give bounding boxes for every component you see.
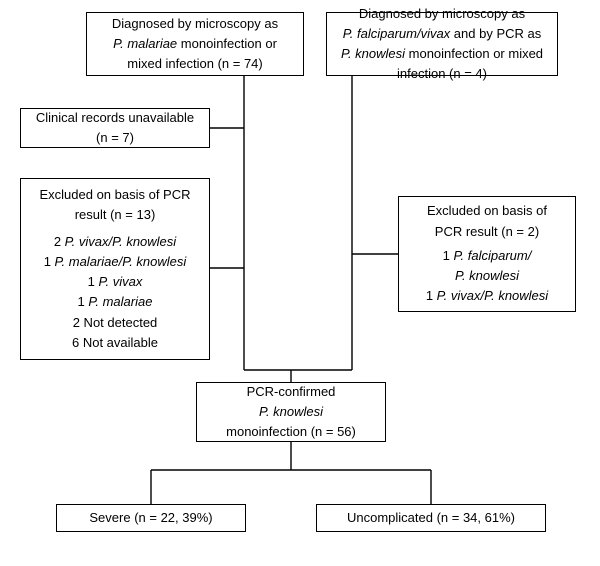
node-text-line: P. knowlesi — [259, 404, 323, 420]
node-text-line: PCR result (n = 2) — [435, 224, 539, 240]
node-text-line: Diagnosed by microscopy as — [359, 6, 525, 22]
node-top-right: Diagnosed by microscopy asP. falciparum/… — [326, 12, 558, 76]
node-text-line: P. knowlesi monoinfection or mixed — [341, 46, 543, 62]
node-text-line: 2 P. vivax/P. knowlesi — [54, 234, 176, 250]
node-text-line: 1 P. vivax — [88, 274, 143, 290]
node-text-line: infection (n = 4) — [397, 66, 487, 82]
node-text-line: Uncomplicated (n = 34, 61%) — [347, 510, 515, 526]
node-text-line: 6 Not available — [72, 335, 158, 351]
node-text-line: 1 P. vivax/P. knowlesi — [426, 288, 548, 304]
node-text-line: Clinical records unavailable — [36, 110, 194, 126]
node-text-line: 1 P. malariae — [78, 294, 153, 310]
node-text-line: monoinfection (n = 56) — [226, 424, 356, 440]
node-text-line: Excluded on basis of — [427, 203, 547, 219]
node-records: Clinical records unavailable (n = 7) — [20, 108, 210, 148]
node-severe: Severe (n = 22, 39%) — [56, 504, 246, 532]
node-excluded-right: Excluded on basis of PCR result (n = 2) 1 … — [398, 196, 576, 312]
node-confirmed: PCR-confirmed P. knowlesi monoinfection (n… — [196, 382, 386, 442]
node-text-line: Excluded on basis of PCR — [39, 187, 190, 203]
node-text-line: 1 P. malariae/P. knowlesi — [44, 254, 187, 270]
node-text-line: PCR-confirmed — [247, 384, 336, 400]
node-excluded-left: Excluded on basis of PCR result (n = 13) 2… — [20, 178, 210, 360]
node-text-line: P. malariae monoinfection or — [113, 36, 277, 52]
node-text-line: mixed infection (n = 74) — [127, 56, 262, 72]
node-text-line: P. falciparum/vivax and by PCR as — [343, 26, 541, 42]
node-text-line: 1 P. falciparum/ — [443, 248, 532, 264]
node-text-line: Severe (n = 22, 39%) — [89, 510, 212, 526]
node-text-line: Diagnosed by microscopy as — [112, 16, 278, 32]
node-text-line: P. knowlesi — [455, 268, 519, 284]
node-top-left: Diagnosed by microscopy as P. malariae m… — [86, 12, 304, 76]
flowchart-stage: Diagnosed by microscopy as P. malariae m… — [0, 0, 600, 566]
node-text-line: 2 Not detected — [73, 315, 158, 331]
node-text-line: result (n = 13) — [75, 207, 156, 223]
node-uncomplicated: Uncomplicated (n = 34, 61%) — [316, 504, 546, 532]
node-text-line: (n = 7) — [96, 130, 134, 146]
